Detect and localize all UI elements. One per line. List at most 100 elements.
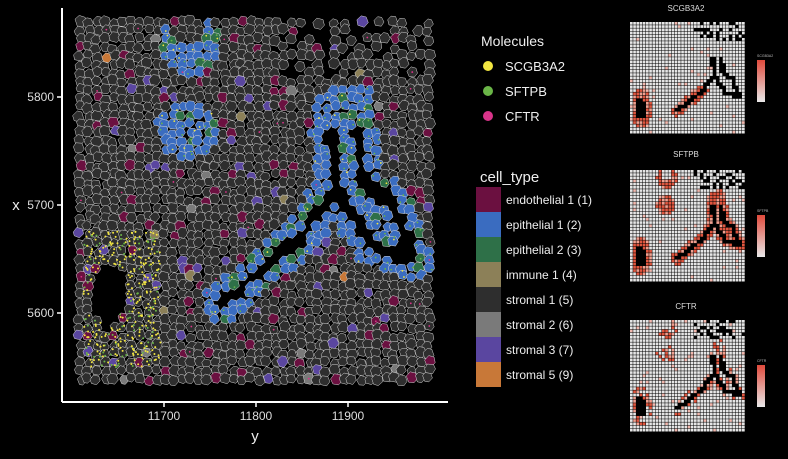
molecule-point (98, 329, 100, 331)
cell (636, 244, 639, 247)
cell (732, 73, 735, 76)
cell (371, 41, 382, 51)
cell (707, 128, 710, 131)
cell (678, 192, 681, 195)
molecule-point (134, 359, 136, 361)
molecule-point (266, 251, 268, 253)
cell (736, 186, 739, 189)
cell (662, 330, 665, 333)
cell (662, 170, 665, 173)
cell (713, 80, 716, 83)
cell (630, 64, 633, 67)
cell (700, 105, 703, 108)
molecule-point (103, 350, 105, 352)
cell (675, 231, 678, 234)
cell (659, 215, 662, 218)
cell (633, 67, 636, 70)
cell (726, 170, 729, 173)
cell (652, 92, 655, 95)
molecule-point (112, 232, 114, 234)
cell (736, 342, 739, 345)
cell (691, 48, 694, 51)
cell (716, 253, 719, 256)
cell (688, 266, 691, 269)
cell (656, 128, 659, 131)
molecule-point (184, 147, 186, 149)
cell (646, 124, 649, 127)
molecule-point (99, 322, 101, 324)
cell (675, 215, 678, 218)
cell (739, 333, 742, 336)
cell (688, 89, 691, 92)
cell (672, 102, 675, 105)
cell (732, 279, 735, 282)
cell (710, 102, 713, 105)
cell (697, 215, 700, 218)
cell (665, 32, 668, 35)
cell (736, 73, 739, 76)
cell (707, 260, 710, 263)
cell (630, 189, 633, 192)
cell (681, 80, 684, 83)
cell (697, 99, 700, 102)
cell (646, 272, 649, 275)
cell (716, 57, 719, 60)
cell (716, 102, 719, 105)
cell (697, 355, 700, 358)
cell (694, 250, 697, 253)
molecule-point (403, 276, 405, 278)
cell (697, 57, 700, 60)
cell (643, 196, 646, 199)
cell (739, 237, 742, 240)
cell (732, 118, 735, 121)
cell (742, 212, 745, 215)
cell (668, 102, 671, 105)
cell (636, 60, 639, 63)
cell (665, 247, 668, 250)
cell (371, 356, 381, 366)
cell (688, 186, 691, 189)
cell (630, 124, 633, 127)
cell (739, 83, 742, 86)
cell (736, 99, 739, 102)
cell (736, 124, 739, 127)
cell (713, 121, 716, 124)
cell (681, 118, 684, 121)
cell (691, 80, 694, 83)
cell (636, 224, 639, 227)
cell (630, 276, 633, 279)
cell (422, 110, 431, 119)
molecule-point (144, 276, 146, 278)
cell (726, 64, 729, 67)
cell (678, 22, 681, 25)
cell (697, 105, 700, 108)
cell (694, 25, 697, 28)
cell (633, 41, 636, 44)
cell (736, 276, 739, 279)
cell (668, 44, 671, 47)
molecule-point (223, 309, 225, 311)
cell (713, 279, 716, 282)
molecule-point (154, 329, 156, 331)
cell (691, 186, 694, 189)
cell (652, 192, 655, 195)
cell (681, 60, 684, 63)
molecule-point (138, 268, 140, 270)
cell (720, 228, 723, 231)
molecule-point (152, 327, 154, 329)
cell (287, 203, 298, 214)
cell (688, 189, 691, 192)
cell (729, 323, 732, 326)
cell (649, 124, 652, 127)
cell (726, 99, 729, 102)
cell (646, 22, 649, 25)
cell (739, 64, 742, 67)
cell (688, 118, 691, 121)
cell (656, 176, 659, 179)
cell (633, 64, 636, 67)
cell (700, 224, 703, 227)
cell (720, 173, 723, 176)
molecule-point (86, 347, 88, 349)
cell (688, 362, 691, 365)
cell (633, 189, 636, 192)
